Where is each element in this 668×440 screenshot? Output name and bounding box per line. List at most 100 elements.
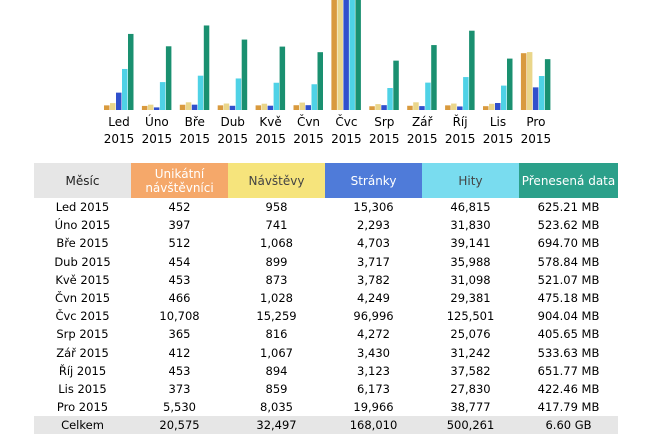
bar-4-11 — [501, 85, 507, 110]
bar-4-7 — [349, 0, 355, 110]
cell-unique-visitors: 397 — [168, 218, 191, 233]
total-cell-pages: 168,010 — [325, 416, 422, 435]
month-label: Úno 2015 — [142, 114, 173, 146]
month-label: Led 2015 — [104, 115, 135, 146]
bar-2-11 — [489, 103, 495, 110]
bar-5-6 — [317, 52, 323, 110]
header-bandwidth: Přenesená data — [519, 163, 618, 198]
bar-1-12 — [520, 53, 527, 110]
cell-hits: 31,830 — [450, 218, 491, 233]
cell-month: Kvě 2015 — [55, 272, 110, 287]
table-total-row: Celkem 20,575 32,497 168,010 500,261 6.60 GB — [34, 416, 618, 435]
bar-1-3 — [179, 104, 186, 110]
bar-2-6 — [299, 102, 305, 110]
bar-4-10 — [463, 77, 469, 110]
table-row: Dub 2015 454 899 3,717 35,988 578.84 MB — [34, 253, 618, 271]
bar-2-7 — [337, 0, 343, 110]
cell-unique-visitors: 466 — [168, 291, 191, 306]
cell-pages: 4,272 — [357, 327, 390, 342]
cell-hits: 46,815 — [450, 200, 491, 215]
bar-1-2 — [141, 105, 148, 110]
total-cell-visits: 32,497 — [228, 416, 325, 435]
cell-hits: 31,098 — [450, 272, 491, 287]
header-pages: Stránky — [325, 163, 422, 198]
cell-pages: 19,966 — [353, 400, 394, 415]
bar-5-3 — [203, 25, 210, 110]
bar-2-9 — [413, 102, 419, 110]
cell-pages: 4,249 — [357, 291, 390, 306]
bar-5-10 — [469, 30, 475, 111]
header-month: Měsíc — [34, 163, 131, 198]
bar-3-8 — [381, 105, 387, 110]
cell-bandwidth: 651.77 MB — [537, 363, 600, 378]
cell-month: Srp 2015 — [56, 327, 109, 342]
bar-3-10 — [457, 106, 463, 110]
cell-pages: 6,173 — [357, 381, 390, 396]
bar-1-1 — [104, 105, 110, 110]
cell-hits: 27,830 — [450, 381, 491, 396]
cell-bandwidth: 417.79 MB — [537, 400, 600, 415]
header-hits: Hity — [422, 163, 519, 198]
bar-3-2 — [153, 107, 160, 110]
bar-2-8 — [375, 104, 381, 110]
table-row: Pro 2015 5,530 8,035 19,966 38,777 417.79 MB — [34, 398, 618, 416]
bar-2-4 — [223, 103, 230, 110]
bar-4-12 — [538, 76, 545, 110]
bar-5-5 — [279, 46, 286, 110]
cell-visits: 958 — [265, 200, 288, 215]
bar-5-9 — [431, 45, 437, 110]
header-unique-visitors: Unikátní návštěvníci — [131, 163, 228, 198]
month-label: Zář 2015 — [407, 115, 438, 146]
month-label: Lis 2015 — [483, 115, 514, 146]
bar-2-10 — [451, 103, 457, 110]
month-label: Srp 2015 — [369, 115, 400, 146]
cell-bandwidth: 625.21 MB — [537, 200, 600, 215]
bar-4-9 — [425, 82, 431, 110]
cell-unique-visitors: 454 — [168, 254, 191, 269]
bar-1-6 — [293, 105, 299, 110]
cell-pages: 3,123 — [357, 363, 390, 378]
bar-3-12 — [532, 87, 539, 110]
cell-unique-visitors: 452 — [168, 200, 191, 215]
cell-visits: 859 — [265, 381, 288, 396]
chart-bars — [104, 0, 551, 111]
bar-3-11 — [495, 103, 501, 110]
cell-pages: 96,996 — [353, 309, 394, 324]
table-row: Zář 2015 412 1,067 3,430 31,242 533.63 MB — [34, 344, 618, 362]
cell-month: Led 2015 — [55, 200, 110, 215]
table-row: Srp 2015 365 816 4,272 25,076 405.65 MB — [34, 325, 618, 343]
cell-visits: 873 — [265, 272, 288, 287]
cell-bandwidth: 694.70 MB — [537, 236, 600, 251]
bar-1-8 — [369, 106, 375, 110]
total-cell-bandwidth: 6.60 GB — [519, 416, 618, 435]
cell-bandwidth: 475.18 MB — [537, 291, 600, 306]
cell-visits: 1,028 — [260, 291, 293, 306]
cell-visits: 1,068 — [260, 236, 293, 251]
cell-hits: 39,141 — [450, 236, 491, 251]
table-row: Čvc 2015 10,708 15,259 96,996 125,501 904.04 … — [34, 307, 618, 325]
bar-3-7 — [343, 0, 349, 110]
bar-5-12 — [544, 59, 551, 110]
month-label: Bře 2015 — [180, 115, 211, 146]
bar-1-5 — [255, 105, 262, 110]
cell-visits: 894 — [265, 363, 288, 378]
bar-2-3 — [185, 102, 192, 110]
cell-month: Čvn 2015 — [54, 291, 111, 306]
cell-bandwidth: 405.65 MB — [537, 327, 600, 342]
cell-bandwidth: 904.04 MB — [537, 309, 600, 324]
cell-visits: 15,259 — [256, 309, 297, 324]
table-row: Říj 2015 453 894 3,123 37,582 651.77 MB — [34, 362, 618, 380]
month-label: Čvc 2015 — [331, 114, 362, 146]
cell-hits: 125,501 — [446, 309, 495, 324]
cell-hits: 38,777 — [450, 400, 491, 415]
total-cell-unique-visitors: 20,575 — [131, 416, 228, 435]
bar-3-3 — [191, 104, 198, 110]
bar-4-1 — [122, 68, 128, 110]
cell-pages: 4,703 — [357, 236, 390, 251]
table-row: Úno 2015 397 741 2,293 31,830 523.62 MB — [34, 216, 618, 234]
bar-4-4 — [235, 78, 242, 110]
cell-visits: 899 — [265, 254, 288, 269]
bar-4-2 — [159, 82, 166, 110]
cell-pages: 15,306 — [353, 200, 394, 215]
